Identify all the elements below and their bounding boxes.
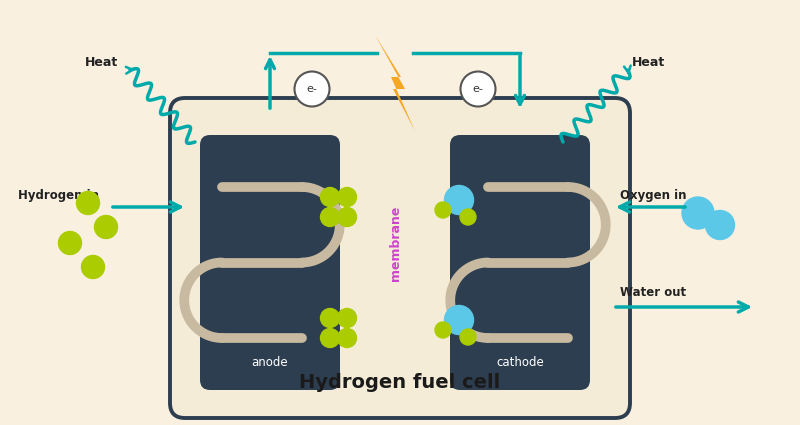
Circle shape [321, 207, 339, 227]
Circle shape [321, 187, 339, 207]
Circle shape [58, 232, 82, 255]
Text: cathode: cathode [496, 355, 544, 368]
Text: anode: anode [252, 355, 288, 368]
Circle shape [77, 192, 99, 215]
Text: membrane: membrane [389, 205, 402, 280]
FancyBboxPatch shape [200, 135, 340, 390]
Text: Hydrogen fuel cell: Hydrogen fuel cell [299, 374, 501, 393]
Circle shape [435, 322, 451, 338]
Circle shape [682, 197, 714, 229]
Circle shape [321, 309, 339, 328]
Circle shape [460, 329, 476, 345]
Polygon shape [375, 35, 415, 131]
Circle shape [435, 202, 451, 218]
FancyBboxPatch shape [450, 135, 590, 390]
Text: e-: e- [306, 84, 318, 94]
Circle shape [94, 215, 118, 238]
Text: Heat: Heat [85, 57, 118, 70]
Text: Water out: Water out [620, 286, 686, 300]
Circle shape [706, 210, 734, 240]
Circle shape [338, 187, 357, 207]
Text: Heat: Heat [632, 57, 666, 70]
Circle shape [294, 71, 330, 107]
Text: Oxygen in: Oxygen in [620, 189, 686, 201]
FancyBboxPatch shape [170, 98, 630, 418]
Circle shape [338, 207, 357, 227]
Circle shape [461, 71, 495, 107]
Text: Hydrogen in: Hydrogen in [18, 189, 99, 201]
Circle shape [460, 209, 476, 225]
Circle shape [82, 255, 105, 278]
Circle shape [338, 329, 357, 348]
Circle shape [445, 306, 474, 334]
Circle shape [445, 185, 474, 215]
Text: e-: e- [473, 84, 483, 94]
Circle shape [321, 329, 339, 348]
Circle shape [338, 309, 357, 328]
